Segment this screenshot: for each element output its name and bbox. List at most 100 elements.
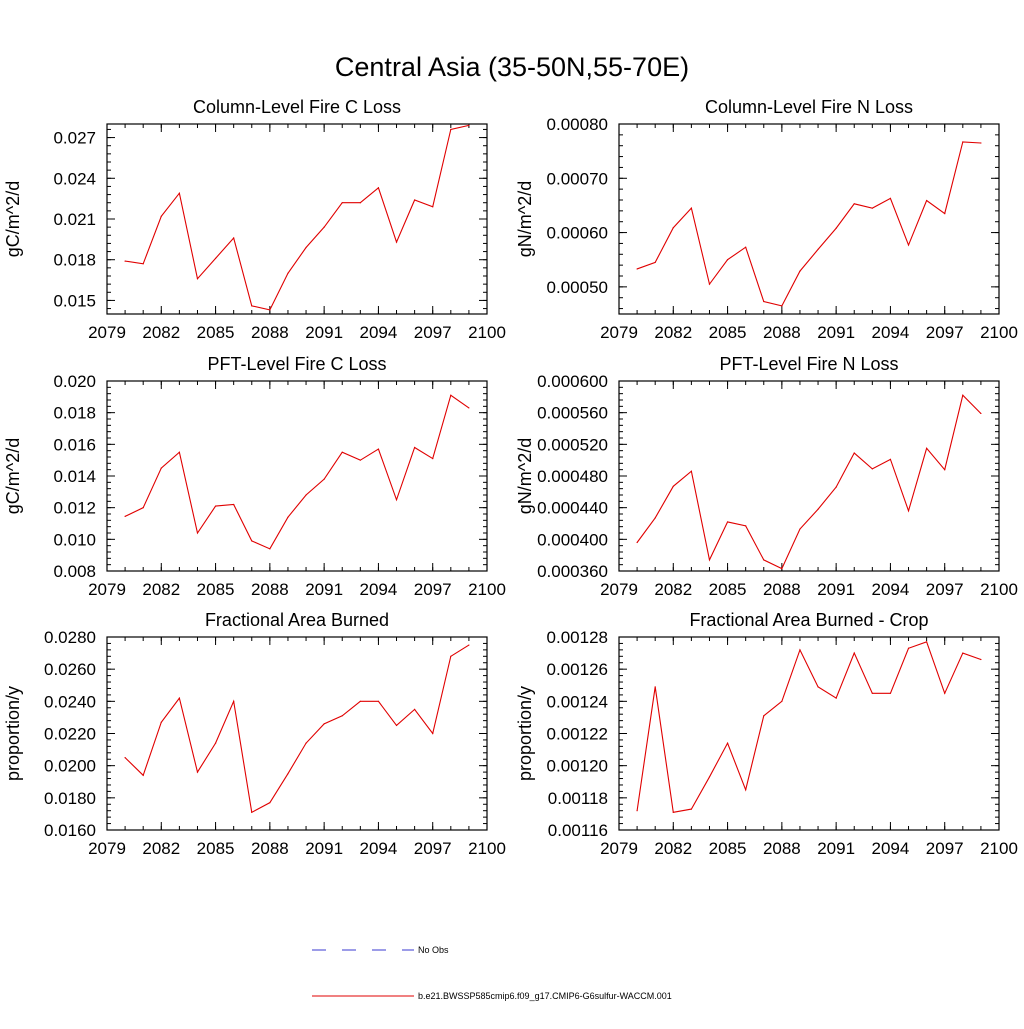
x-tick-label: 2100 <box>468 323 506 342</box>
data-point <box>341 715 343 717</box>
panel-title: PFT-Level Fire N Loss <box>719 354 898 374</box>
y-tick-label: 0.012 <box>53 499 96 518</box>
y-tick-label: 0.0260 <box>44 660 96 679</box>
data-point <box>251 305 253 307</box>
data-point <box>269 802 271 804</box>
x-tick-label: 2091 <box>305 839 343 858</box>
legend-label: b.e21.BWSSP585cmip6.f09_g17.CMIP6-G6sulf… <box>418 991 672 1001</box>
y-tick-label: 0.0160 <box>44 821 96 840</box>
x-tick-label: 2079 <box>600 323 638 342</box>
data-point <box>341 451 343 453</box>
x-tick-label: 2097 <box>414 323 452 342</box>
y-tick-label: 0.000440 <box>537 499 608 518</box>
x-tick-label: 2094 <box>360 323 398 342</box>
data-point <box>196 532 199 534</box>
data-point <box>889 458 892 460</box>
data-point <box>817 686 819 688</box>
data-point <box>269 309 271 311</box>
data-point <box>745 789 747 791</box>
data-point <box>196 771 199 773</box>
y-tick-label: 0.00126 <box>547 660 608 679</box>
x-tick-label: 2082 <box>142 580 180 599</box>
data-point <box>377 187 380 189</box>
data-point <box>672 811 674 813</box>
x-tick-label: 2100 <box>468 839 506 858</box>
plot-frame <box>106 380 488 572</box>
data-point <box>853 652 855 654</box>
y-tick-label: 0.00050 <box>547 278 608 297</box>
data-point <box>450 655 452 657</box>
data-point <box>214 505 217 507</box>
y-tick-label: 0.000360 <box>537 562 608 581</box>
data-point <box>726 521 729 523</box>
y-tick-label: 0.000480 <box>537 467 608 486</box>
panel-2: Column-Level Fire N Loss gN/m^2/d 2079 2082… <box>515 97 1018 342</box>
y-tick-label: 0.016 <box>53 435 96 454</box>
x-tick-label: 2079 <box>600 839 638 858</box>
data-point <box>726 742 729 744</box>
data-point <box>944 212 946 215</box>
data-point <box>907 647 910 649</box>
plot-frame <box>618 380 1000 572</box>
data-point <box>835 227 837 229</box>
x-tick-label: 2079 <box>88 323 126 342</box>
plot-frame <box>618 123 1000 315</box>
data-point <box>980 412 982 415</box>
data-point <box>142 774 144 776</box>
data-point <box>359 459 361 461</box>
data-point <box>395 499 398 501</box>
data-point <box>323 723 325 725</box>
y-tick-label: 0.0220 <box>44 725 96 744</box>
data-point <box>359 700 361 702</box>
y-axis-label: proportion/y <box>515 686 535 781</box>
y-tick-label: 0.0240 <box>44 692 96 711</box>
data-point <box>708 559 711 561</box>
x-tick-label: 2082 <box>654 580 692 599</box>
data-point <box>799 270 801 272</box>
y-tick-label: 0.00124 <box>547 692 608 711</box>
data-point <box>708 283 711 285</box>
y-tick-label: 0.018 <box>53 251 96 270</box>
data-point <box>763 559 765 561</box>
y-tick-label: 0.00116 <box>548 821 608 840</box>
data-point <box>178 697 180 699</box>
x-tick-label: 2088 <box>763 580 801 599</box>
data-point <box>690 207 692 209</box>
x-tick-label: 2100 <box>468 580 506 599</box>
y-axis-label: gC/m^2/d <box>3 438 23 514</box>
data-point <box>233 503 235 506</box>
y-tick-label: 0.0200 <box>44 757 96 776</box>
y-tick-label: 0.020 <box>53 372 96 391</box>
data-point <box>871 692 873 694</box>
data-point <box>799 528 801 530</box>
y-axis-label: proportion/y <box>3 686 23 781</box>
x-tick-label: 2091 <box>305 323 343 342</box>
legend-entry-1: No Obs <box>312 945 449 955</box>
y-tick-label: 0.010 <box>53 530 96 549</box>
data-point <box>926 199 928 202</box>
x-tick-label: 2088 <box>763 323 801 342</box>
data-point <box>763 300 765 303</box>
x-tick-label: 2079 <box>600 580 638 599</box>
y-tick-label: 0.0280 <box>44 628 96 647</box>
data-point <box>287 773 289 775</box>
data-point <box>654 686 656 688</box>
data-point <box>636 810 638 812</box>
x-tick-label: 2085 <box>709 580 747 599</box>
data-point <box>214 257 217 259</box>
series-line-1 <box>636 141 981 307</box>
panel-title: Column-Level Fire C Loss <box>193 97 401 117</box>
data-point <box>377 700 380 702</box>
figure-title: Central Asia (35-50N,55-70E) <box>335 52 689 82</box>
data-point <box>287 516 289 518</box>
data-point <box>468 644 470 646</box>
x-tick-label: 2100 <box>980 323 1018 342</box>
data-point <box>690 470 692 472</box>
x-tick-label: 2097 <box>926 839 964 858</box>
data-point <box>160 467 162 469</box>
data-point <box>708 776 711 778</box>
data-point <box>251 540 253 542</box>
x-tick-label: 2100 <box>980 580 1018 599</box>
data-point <box>781 305 783 307</box>
